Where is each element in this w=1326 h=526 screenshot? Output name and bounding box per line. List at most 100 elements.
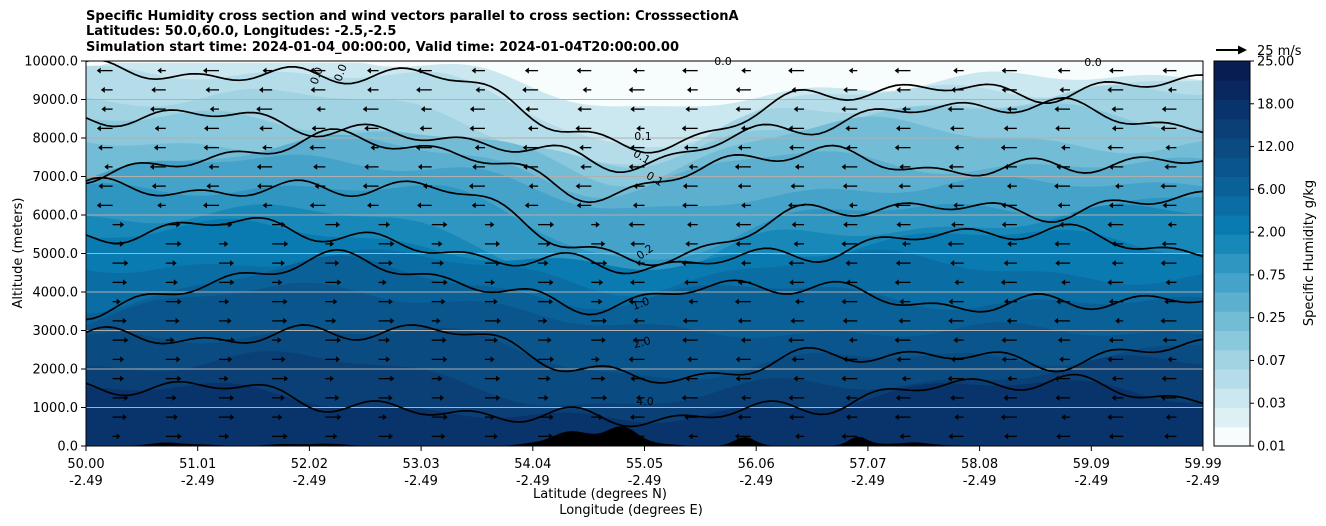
wind-vector-head bbox=[737, 183, 742, 190]
wind-vector-head bbox=[595, 356, 600, 363]
wind-vector-head bbox=[734, 298, 739, 305]
wind-vector bbox=[272, 433, 288, 440]
wind-vector-head bbox=[845, 260, 850, 267]
wind-vector bbox=[628, 86, 645, 93]
wind-vector-head bbox=[311, 125, 316, 132]
wind-vector-head bbox=[284, 375, 289, 382]
wind-vector-head bbox=[469, 106, 474, 113]
wind-vector-head bbox=[735, 86, 740, 93]
wind-vector bbox=[378, 337, 390, 344]
wind-vector bbox=[953, 337, 964, 344]
wind-vector bbox=[682, 67, 698, 74]
wind-vector-head bbox=[390, 375, 395, 382]
wind-vector-head bbox=[1107, 86, 1112, 93]
wind-vector-head bbox=[845, 394, 850, 401]
wind-vector bbox=[325, 356, 340, 363]
wind-vector-head bbox=[902, 106, 907, 113]
wind-vector bbox=[112, 356, 125, 363]
wind-vector bbox=[954, 414, 964, 421]
wind-vector bbox=[272, 279, 283, 286]
wind-vector bbox=[378, 433, 393, 440]
wind-vector bbox=[538, 394, 549, 401]
wind-vector-head bbox=[230, 414, 235, 421]
wind-vector bbox=[734, 163, 751, 170]
wind-vector bbox=[262, 202, 273, 209]
wind-vector bbox=[1164, 163, 1177, 170]
wind-vector-head bbox=[599, 414, 604, 421]
wind-vector bbox=[791, 356, 805, 363]
wind-vector-head bbox=[688, 433, 693, 440]
wind-vector-head bbox=[789, 414, 794, 421]
wind-vector-head bbox=[1167, 86, 1172, 93]
contour-label: 2.0 bbox=[632, 334, 652, 351]
wind-vector-head bbox=[98, 183, 103, 190]
wind-vector bbox=[218, 298, 230, 305]
wind-vector bbox=[795, 433, 805, 440]
wind-vector-head bbox=[257, 183, 262, 190]
wind-vector bbox=[1111, 106, 1124, 113]
wind-vector-head bbox=[1107, 414, 1112, 421]
wind-vector bbox=[741, 202, 751, 209]
wind-vector bbox=[262, 144, 273, 151]
wind-vector bbox=[950, 394, 964, 401]
x-tick-label-lat: 59.09 bbox=[1073, 457, 1110, 472]
wind-vector-head bbox=[793, 375, 798, 382]
wind-vector-head bbox=[737, 317, 742, 324]
wind-vector bbox=[325, 298, 338, 305]
wind-vector bbox=[205, 86, 219, 93]
wind-vector bbox=[1000, 279, 1017, 286]
wind-vector-head bbox=[224, 240, 229, 247]
wind-vector-head bbox=[682, 183, 687, 190]
wind-vector-head bbox=[1165, 414, 1170, 421]
wind-vector bbox=[378, 394, 393, 401]
wind-vector-head bbox=[741, 67, 746, 74]
wind-vector bbox=[1108, 163, 1124, 170]
wind-vector bbox=[150, 106, 166, 113]
wind-vector-head bbox=[898, 317, 903, 324]
wind-vector bbox=[259, 125, 273, 132]
wind-vector-head bbox=[124, 260, 129, 267]
colorbar-segment bbox=[1214, 253, 1250, 274]
wind-vector bbox=[1000, 414, 1017, 421]
wind-vector-head bbox=[157, 202, 162, 209]
wind-vector bbox=[735, 86, 751, 93]
wind-vector-head bbox=[546, 375, 551, 382]
wind-vector-head bbox=[367, 86, 372, 93]
y-tick-label: 9000.0 bbox=[33, 93, 79, 108]
terrain-silhouette bbox=[86, 426, 1203, 446]
wind-vector-head bbox=[790, 183, 795, 190]
x-tick-label-lon: -2.49 bbox=[1074, 474, 1108, 489]
colorbar-segment bbox=[1214, 234, 1250, 254]
wind-vector bbox=[1061, 279, 1071, 286]
wind-vector-head bbox=[443, 414, 448, 421]
wind-vector-head bbox=[950, 260, 955, 267]
wind-vector bbox=[1115, 317, 1124, 324]
wind-vector bbox=[591, 317, 607, 324]
wind-vector-head bbox=[741, 337, 746, 344]
wind-vector-head bbox=[841, 433, 846, 440]
wind-vector-head bbox=[1056, 163, 1061, 170]
wind-vector-head bbox=[420, 106, 425, 113]
wind-vector-head bbox=[116, 298, 121, 305]
wind-vector-head bbox=[1111, 260, 1116, 267]
wind-vector-head bbox=[496, 375, 501, 382]
wind-vector-head bbox=[1001, 337, 1006, 344]
wind-vector bbox=[325, 240, 335, 247]
wind-vector bbox=[325, 337, 341, 344]
wind-vector bbox=[1059, 221, 1071, 228]
wind-vector bbox=[419, 125, 432, 132]
wind-vector bbox=[841, 375, 858, 382]
colorbar-tick-label: 0.01 bbox=[1257, 440, 1286, 455]
wind-vector-head bbox=[116, 433, 121, 440]
wind-vector bbox=[218, 356, 233, 363]
wind-vector bbox=[472, 163, 485, 170]
wind-vector-head bbox=[206, 183, 211, 190]
colorbar-tick-label: 25.00 bbox=[1257, 55, 1294, 70]
wind-vector bbox=[165, 394, 177, 401]
wind-vector-head bbox=[382, 414, 387, 421]
wind-vector-head bbox=[310, 86, 315, 93]
wind-vector bbox=[845, 260, 858, 267]
wind-vector bbox=[165, 414, 178, 421]
wind-vector bbox=[688, 298, 698, 305]
wind-vector bbox=[431, 317, 441, 324]
